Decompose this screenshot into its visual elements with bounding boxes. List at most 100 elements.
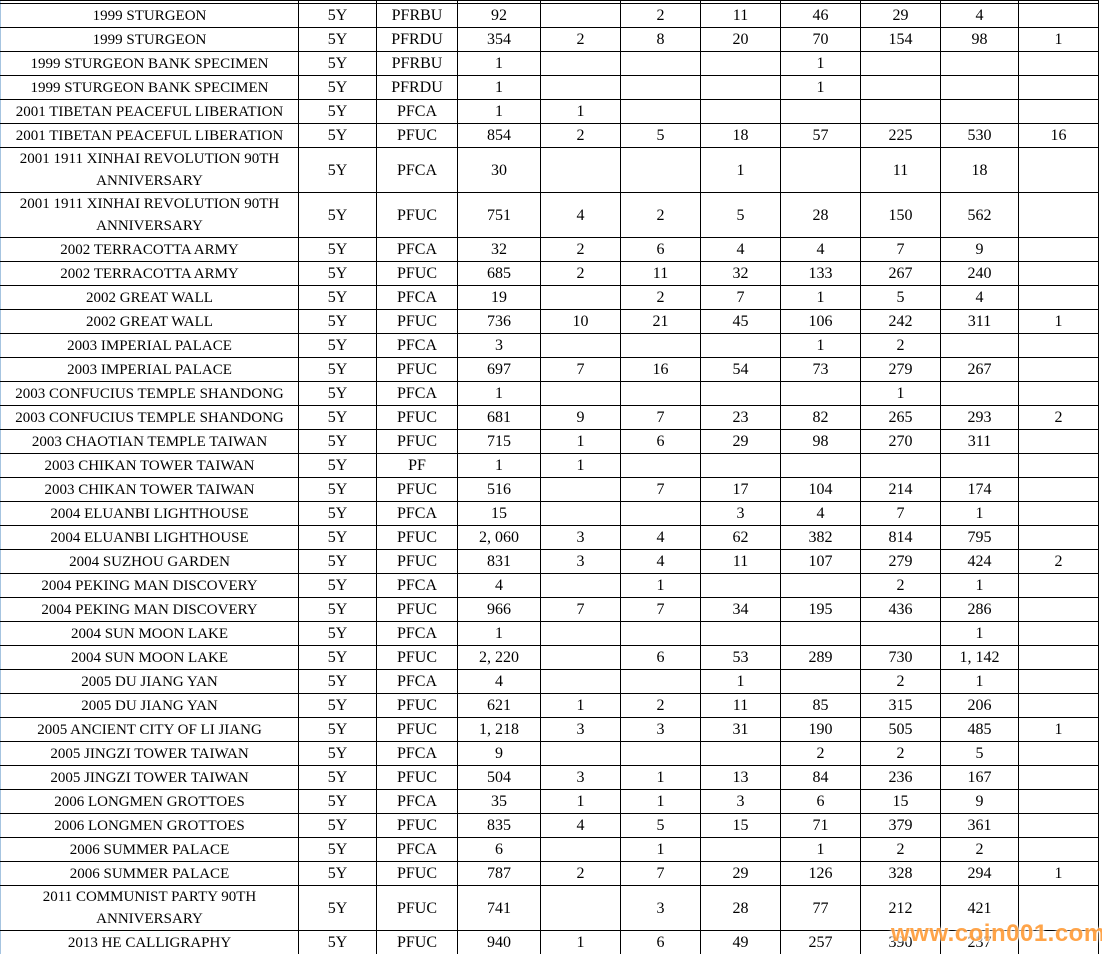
grade-count-cell xyxy=(1018,501,1099,526)
grade-count-cell: 267 xyxy=(940,357,1019,382)
grade-count-cell xyxy=(540,477,621,502)
grade-count-cell: 286 xyxy=(940,597,1019,622)
grade-count-cell: 29 xyxy=(700,429,781,454)
grade-count-cell: 11 xyxy=(700,549,781,574)
grade-count-cell xyxy=(1018,51,1099,76)
grade-count-cell: 2 xyxy=(620,3,701,28)
table-row: 2004 PEKING MAN DISCOVERY 5Y PFCA 4 1 2 1 xyxy=(0,573,1099,598)
denomination-cell: 5Y xyxy=(298,525,377,550)
denomination-cell: 5Y xyxy=(298,261,377,286)
coin-name-cell: 2004 SUZHOU GARDEN xyxy=(0,549,299,574)
grade-count-cell: 7 xyxy=(540,597,621,622)
total-count-cell: 1 xyxy=(457,381,541,406)
grade-count-cell: 7 xyxy=(700,285,781,310)
denomination-cell: 5Y xyxy=(298,501,377,526)
grade-count-cell: 4 xyxy=(540,192,621,238)
grade-count-cell xyxy=(540,669,621,694)
grade-count-cell: 195 xyxy=(780,597,861,622)
coin-name-cell: 1999 STURGEON BANK SPECIMEN xyxy=(0,75,299,100)
grade-count-cell: 2 xyxy=(780,741,861,766)
denomination-cell: 5Y xyxy=(298,429,377,454)
total-count-cell: 681 xyxy=(457,405,541,430)
grade-count-cell xyxy=(860,621,941,646)
grade-count-cell xyxy=(1018,597,1099,622)
grade-count-cell: 6 xyxy=(620,237,701,262)
coin-name-cell: 2001 1911 XINHAI REVOLUTION 90TH ANNIVER… xyxy=(0,147,299,193)
grade-count-cell: 206 xyxy=(940,693,1019,718)
coin-name-cell: 2006 LONGMEN GROTTOES xyxy=(0,813,299,838)
grade-count-cell xyxy=(1018,789,1099,814)
total-count-cell: 3 xyxy=(457,333,541,358)
grade-count-cell: 4 xyxy=(780,501,861,526)
grade-count-cell: 11 xyxy=(700,3,781,28)
coin-name-cell: 2004 ELUANBI LIGHTHOUSE xyxy=(0,501,299,526)
coin-name-cell: 2006 LONGMEN GROTTOES xyxy=(0,789,299,814)
total-count-cell: 354 xyxy=(457,27,541,52)
grade-cell: PFUC xyxy=(376,261,458,286)
grade-count-cell: 1 xyxy=(780,75,861,100)
grade-count-cell: 77 xyxy=(780,885,861,931)
grade-count-cell: 382 xyxy=(780,525,861,550)
coin-name-cell: 2003 CONFUCIUS TEMPLE SHANDONG xyxy=(0,405,299,430)
total-count-cell: 787 xyxy=(457,861,541,886)
grade-count-cell: 1 xyxy=(940,573,1019,598)
total-count-cell: 6 xyxy=(457,837,541,862)
total-count-cell: 1 xyxy=(457,453,541,478)
grade-cell: PFCA xyxy=(376,501,458,526)
grade-count-cell xyxy=(940,381,1019,406)
grade-count-cell: 505 xyxy=(860,717,941,742)
grade-count-cell: 18 xyxy=(700,123,781,148)
grade-cell: PFCA xyxy=(376,381,458,406)
grade-count-cell xyxy=(860,75,941,100)
denomination-cell: 5Y xyxy=(298,669,377,694)
grade-count-cell xyxy=(700,453,781,478)
coin-name-cell: 2006 SUMMER PALACE xyxy=(0,861,299,886)
coin-name-cell: 2003 CHIKAN TOWER TAIWAN xyxy=(0,453,299,478)
grade-count-cell: 270 xyxy=(860,429,941,454)
grade-cell: PFRBU xyxy=(376,3,458,28)
table-row: 2001 TIBETAN PEACEFUL LIBERATION 5Y PFUC 85… xyxy=(0,123,1099,148)
grade-count-cell xyxy=(1018,285,1099,310)
grade-count-cell: 3 xyxy=(620,885,701,931)
grade-count-cell xyxy=(700,75,781,100)
grade-count-cell: 293 xyxy=(940,405,1019,430)
grade-count-cell: 53 xyxy=(700,645,781,670)
grade-count-cell xyxy=(700,621,781,646)
grade-count-cell: 29 xyxy=(860,3,941,28)
grade-count-cell xyxy=(860,51,941,76)
coin-name-cell: 2006 SUMMER PALACE xyxy=(0,837,299,862)
total-count-cell: 854 xyxy=(457,123,541,148)
denomination-cell: 5Y xyxy=(298,789,377,814)
table-row: 2004 SUN MOON LAKE 5Y PFCA 1 1 xyxy=(0,621,1099,646)
grade-count-cell xyxy=(1018,261,1099,286)
table-row: 2006 SUMMER PALACE 5Y PFUC 787 2 7 29 126 328 294… xyxy=(0,861,1099,886)
grade-count-cell: 7 xyxy=(620,477,701,502)
grade-count-cell: 190 xyxy=(780,717,861,742)
grade-count-cell: 3 xyxy=(700,501,781,526)
grade-count-cell: 2 xyxy=(860,741,941,766)
grade-count-cell xyxy=(1018,525,1099,550)
total-count-cell: 19 xyxy=(457,285,541,310)
total-count-cell: 15 xyxy=(457,501,541,526)
grade-count-cell xyxy=(1018,333,1099,358)
grade-count-cell: 150 xyxy=(860,192,941,238)
grade-count-cell xyxy=(780,99,861,124)
grade-count-cell: 1 xyxy=(540,693,621,718)
grade-count-cell: 1 xyxy=(780,837,861,862)
total-count-cell: 1, 218 xyxy=(457,717,541,742)
grade-count-cell xyxy=(1018,765,1099,790)
denomination-cell: 5Y xyxy=(298,333,377,358)
grade-count-cell: 5 xyxy=(620,813,701,838)
denomination-cell: 5Y xyxy=(298,123,377,148)
table-row: 2004 PEKING MAN DISCOVERY 5Y PFUC 966 7 7 34 19… xyxy=(0,597,1099,622)
denomination-cell: 5Y xyxy=(298,285,377,310)
grade-count-cell xyxy=(1018,237,1099,262)
denomination-cell: 5Y xyxy=(298,549,377,574)
grade-count-cell xyxy=(1018,357,1099,382)
table-row: 2001 1911 XINHAI REVOLUTION 90TH ANNIVER… xyxy=(0,147,1099,193)
grade-count-cell: 9 xyxy=(940,789,1019,814)
grade-cell: PFUC xyxy=(376,549,458,574)
denomination-cell: 5Y xyxy=(298,741,377,766)
table-row: 2004 ELUANBI LIGHTHOUSE 5Y PFUC 2, 060 3 4 62 3… xyxy=(0,525,1099,550)
grade-count-cell: 15 xyxy=(700,813,781,838)
